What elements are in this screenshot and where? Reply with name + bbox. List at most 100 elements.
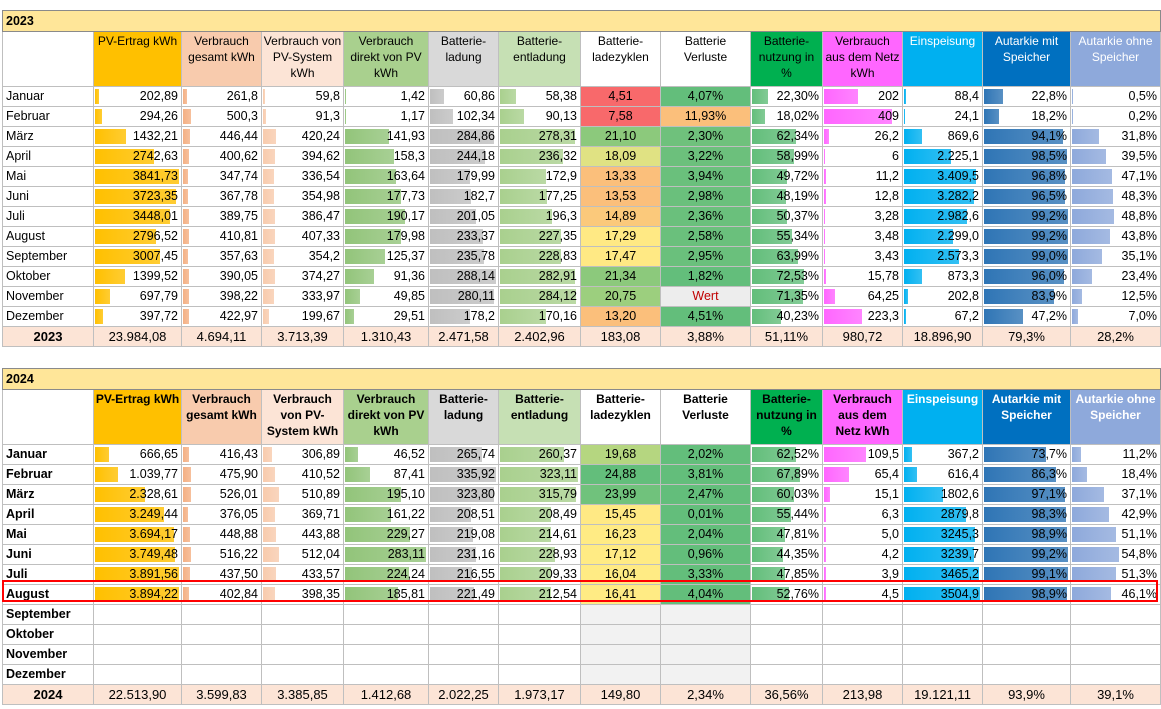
- month-cell[interactable]: September: [2, 246, 94, 267]
- data-cell[interactable]: 12,5%: [1070, 286, 1161, 307]
- data-cell[interactable]: 39,5%: [1070, 146, 1161, 167]
- total-cell[interactable]: 4.694,11: [181, 326, 262, 347]
- data-cell[interactable]: 4,51%: [660, 306, 751, 327]
- data-cell[interactable]: 99,0%: [982, 246, 1071, 267]
- data-cell[interactable]: 3,28: [822, 206, 903, 227]
- data-cell[interactable]: 15,1: [822, 484, 903, 505]
- data-cell[interactable]: 2.328,61: [93, 484, 182, 505]
- data-cell[interactable]: 3,94%: [660, 166, 751, 187]
- data-cell[interactable]: 510,89: [261, 484, 344, 505]
- month-cell[interactable]: Oktober: [2, 624, 94, 645]
- data-cell[interactable]: 394,62: [261, 146, 344, 167]
- data-cell[interactable]: 2,36%: [660, 206, 751, 227]
- data-cell[interactable]: 223,3: [822, 306, 903, 327]
- data-cell[interactable]: 47,2%: [982, 306, 1071, 327]
- data-cell[interactable]: [660, 644, 751, 665]
- data-cell[interactable]: 52,76%: [750, 584, 823, 605]
- data-cell[interactable]: 51,3%: [1070, 564, 1161, 585]
- total-cell[interactable]: 3.599,83: [181, 684, 262, 705]
- data-cell[interactable]: 315,79: [498, 484, 581, 505]
- data-cell[interactable]: 16,41: [580, 584, 661, 605]
- data-cell[interactable]: 163,64: [343, 166, 429, 187]
- data-cell[interactable]: [428, 604, 499, 625]
- data-cell[interactable]: 202: [822, 86, 903, 107]
- data-cell[interactable]: [902, 644, 983, 665]
- data-cell[interactable]: 49,72%: [750, 166, 823, 187]
- data-cell[interactable]: 367,2: [902, 444, 983, 465]
- data-cell[interactable]: 446,44: [181, 126, 262, 147]
- data-cell[interactable]: 199,67: [261, 306, 344, 327]
- data-cell[interactable]: 58,99%: [750, 146, 823, 167]
- data-cell[interactable]: 416,43: [181, 444, 262, 465]
- data-cell[interactable]: 1,42: [343, 86, 429, 107]
- data-cell[interactable]: 37,1%: [1070, 484, 1161, 505]
- data-cell[interactable]: 261,8: [181, 86, 262, 107]
- data-cell[interactable]: 2,47%: [660, 484, 751, 505]
- data-cell[interactable]: 48,19%: [750, 186, 823, 207]
- total-cell[interactable]: 93,9%: [982, 684, 1071, 705]
- data-cell[interactable]: 475,90: [181, 464, 262, 485]
- data-cell[interactable]: 244,18: [428, 146, 499, 167]
- data-cell[interactable]: 29,51: [343, 306, 429, 327]
- month-cell[interactable]: Dezember: [2, 306, 94, 327]
- data-cell[interactable]: 2.225,1: [902, 146, 983, 167]
- data-cell[interactable]: [343, 604, 429, 625]
- total-cell[interactable]: 3.385,85: [261, 684, 344, 705]
- total-cell[interactable]: 2.022,25: [428, 684, 499, 705]
- month-cell[interactable]: Februar: [2, 464, 94, 485]
- data-cell[interactable]: 88,4: [902, 86, 983, 107]
- total-cell[interactable]: 22.513,90: [93, 684, 182, 705]
- data-cell[interactable]: 15,45: [580, 504, 661, 525]
- data-cell[interactable]: [660, 624, 751, 645]
- data-cell[interactable]: 7,0%: [1070, 306, 1161, 327]
- data-cell[interactable]: [93, 644, 182, 665]
- total-cell[interactable]: 149,80: [580, 684, 661, 705]
- data-cell[interactable]: 48,3%: [1070, 186, 1161, 207]
- data-cell[interactable]: 18,2%: [982, 106, 1071, 127]
- column-header[interactable]: [2, 389, 94, 445]
- data-cell[interactable]: [181, 664, 262, 685]
- data-cell[interactable]: [498, 604, 581, 625]
- month-cell[interactable]: Februar: [2, 106, 94, 127]
- data-cell[interactable]: 48,8%: [1070, 206, 1161, 227]
- column-header[interactable]: Batterie Verluste: [660, 31, 751, 87]
- data-cell[interactable]: 284,86: [428, 126, 499, 147]
- data-cell[interactable]: 3.282,2: [902, 186, 983, 207]
- data-cell[interactable]: [1070, 624, 1161, 645]
- data-cell[interactable]: 235,78: [428, 246, 499, 267]
- data-cell[interactable]: 86,3%: [982, 464, 1071, 485]
- data-cell[interactable]: 0,5%: [1070, 86, 1161, 107]
- data-cell[interactable]: 177,73: [343, 186, 429, 207]
- data-cell[interactable]: 231,16: [428, 544, 499, 565]
- data-cell[interactable]: [498, 624, 581, 645]
- data-cell[interactable]: [750, 604, 823, 625]
- data-cell[interactable]: 98,9%: [982, 524, 1071, 545]
- data-cell[interactable]: 91,36: [343, 266, 429, 287]
- column-header[interactable]: Autarkie mit Speicher: [982, 389, 1071, 445]
- data-cell[interactable]: 98,5%: [982, 146, 1071, 167]
- column-header[interactable]: [2, 31, 94, 87]
- data-cell[interactable]: 448,88: [181, 524, 262, 545]
- data-cell[interactable]: 31,8%: [1070, 126, 1161, 147]
- data-cell[interactable]: 216,55: [428, 564, 499, 585]
- data-cell[interactable]: [428, 644, 499, 665]
- data-cell[interactable]: 96,5%: [982, 186, 1071, 207]
- data-cell[interactable]: 90,13: [498, 106, 581, 127]
- data-cell[interactable]: [902, 664, 983, 685]
- table-title[interactable]: 2024: [2, 368, 1161, 390]
- total-cell[interactable]: 36,56%: [750, 684, 823, 705]
- data-cell[interactable]: 443,88: [261, 524, 344, 545]
- data-cell[interactable]: 16,04: [580, 564, 661, 585]
- data-cell[interactable]: [261, 664, 344, 685]
- data-cell[interactable]: 19,68: [580, 444, 661, 465]
- total-cell[interactable]: 183,08: [580, 326, 661, 347]
- data-cell[interactable]: 3,33%: [660, 564, 751, 585]
- data-cell[interactable]: [1070, 664, 1161, 685]
- column-header[interactable]: Batterie-entladung: [498, 31, 581, 87]
- data-cell[interactable]: [498, 644, 581, 665]
- data-cell[interactable]: 43,8%: [1070, 226, 1161, 247]
- data-cell[interactable]: [343, 664, 429, 685]
- total-cell[interactable]: 2.402,96: [498, 326, 581, 347]
- month-cell[interactable]: April: [2, 504, 94, 525]
- data-cell[interactable]: 229,27: [343, 524, 429, 545]
